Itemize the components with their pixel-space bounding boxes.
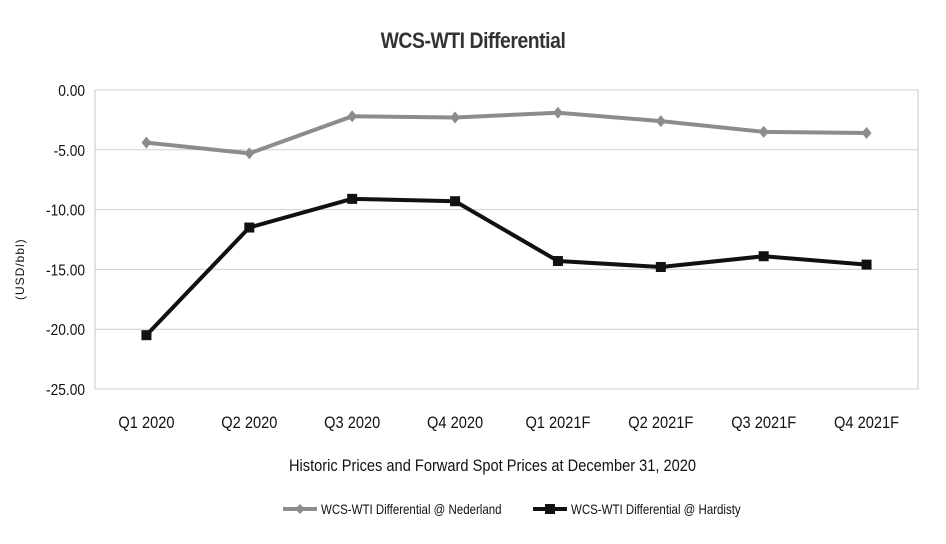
data-point-nederland <box>244 147 255 160</box>
data-point-hardisty <box>758 251 769 262</box>
y-axis-label: (USD/bbl) <box>13 238 27 300</box>
data-point-nederland <box>655 115 666 128</box>
series-line-nederland <box>146 110 867 156</box>
x-tick-label: Q2 2021F <box>628 414 693 432</box>
x-tick-label: Q4 2021F <box>834 414 899 432</box>
data-point-hardisty <box>861 259 872 270</box>
legend-label-nederland: WCS-WTI Differential @ Nederland <box>321 501 502 517</box>
legend-item-hardisty: WCS-WTI Differential @ Hardisty <box>533 497 778 521</box>
legend-label-hardisty: WCS-WTI Differential @ Hardisty <box>571 501 741 517</box>
data-point-nederland <box>758 125 769 138</box>
y-tick-label: -15.00 <box>46 261 85 279</box>
y-tick-label: -20.00 <box>46 321 85 339</box>
x-tick-label: Q1 2021F <box>525 414 590 432</box>
y-tick-label: -10.00 <box>46 202 85 220</box>
plot-frame <box>94 89 919 390</box>
x-tick-label: Q3 2021F <box>731 414 796 432</box>
data-point-hardisty <box>244 222 255 233</box>
data-point-nederland <box>141 136 152 149</box>
x-tick-label: Q3 2020 <box>324 414 380 432</box>
x-tick-label: Q2 2020 <box>221 414 277 432</box>
data-point-hardisty <box>655 262 666 273</box>
legend-swatch-nederland <box>283 504 317 514</box>
chart-title: WCS-WTI Differential <box>380 28 566 53</box>
x-tick-label: Q4 2020 <box>427 414 483 432</box>
data-point-hardisty <box>141 330 152 341</box>
series-line-hardisty <box>144 196 867 337</box>
y-tick-label: 0.00 <box>58 82 85 100</box>
legend-item-nederland: WCS-WTI Differential @ Nederland <box>283 497 541 521</box>
x-axis-label: Historic Prices and Forward Spot Prices … <box>288 456 697 475</box>
data-point-nederland <box>347 110 358 123</box>
data-point-hardisty <box>347 193 358 204</box>
y-tick-label: -5.00 <box>54 142 85 160</box>
legend-swatch-hardisty <box>533 504 567 514</box>
y-tick-label: -25.00 <box>46 381 85 399</box>
legend: WCS-WTI Differential @ Nederland WCS-WTI… <box>0 497 946 521</box>
data-point-nederland <box>450 111 461 124</box>
x-tick-label: Q1 2020 <box>118 414 174 432</box>
data-point-hardisty <box>450 196 461 207</box>
data-point-nederland <box>861 127 872 140</box>
data-point-nederland <box>552 106 563 119</box>
data-point-hardisty <box>552 256 563 267</box>
